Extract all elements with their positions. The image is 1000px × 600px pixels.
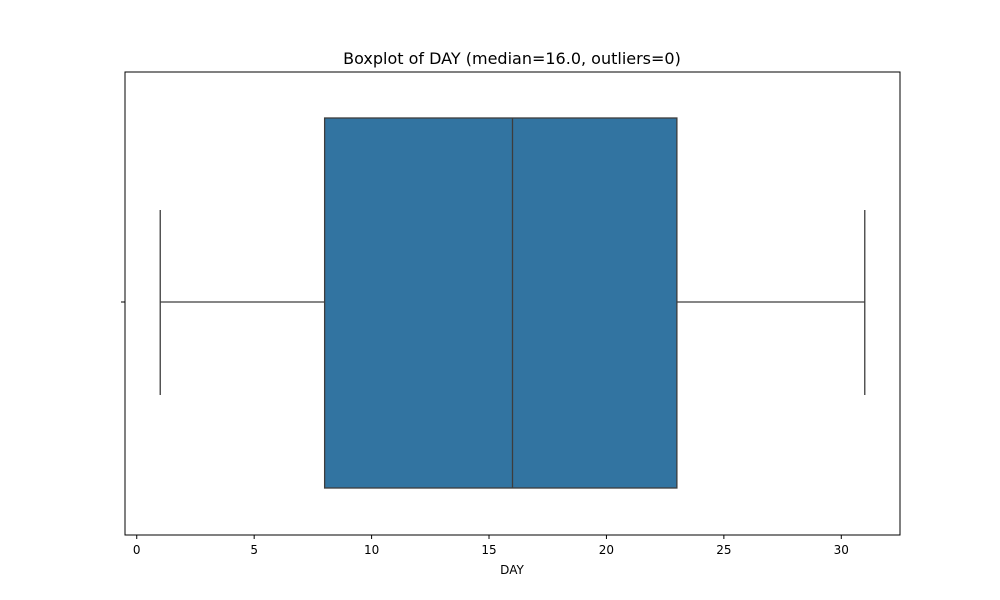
box-group	[159, 117, 866, 489]
chart-title: Boxplot of DAY (median=16.0, outliers=0)	[343, 49, 681, 68]
plot-frame	[124, 71, 901, 536]
x-axis-label: DAY	[500, 563, 524, 577]
x-tick-label: 20	[599, 543, 614, 557]
x-tick-label: 30	[834, 543, 849, 557]
x-tick-label: 25	[716, 543, 731, 557]
x-tick-label: 10	[364, 543, 379, 557]
x-tick-label: 5	[250, 543, 258, 557]
iqr-box	[323, 117, 678, 489]
x-tick-label: 0	[133, 543, 141, 557]
x-axis: 0 5 10 15 20 25 30	[133, 535, 849, 557]
x-tick-label: 15	[481, 543, 496, 557]
